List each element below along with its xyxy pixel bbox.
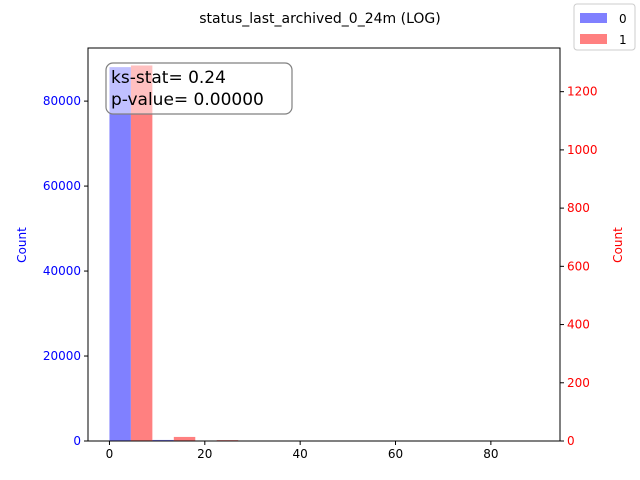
right-tick-label-3: 600 <box>567 259 590 273</box>
stats-box <box>105 62 293 115</box>
bar-series-0-bin-0 <box>109 67 131 441</box>
left-axis: 0 20000 40000 60000 80000 <box>43 94 88 448</box>
left-axis-label: Count <box>15 227 29 263</box>
x-tick-label-3: 60 <box>388 447 403 461</box>
left-tick-label-0: 0 <box>73 434 81 448</box>
chart-title: status_last_archived_0_24m (LOG) <box>199 11 440 27</box>
right-tick-label-2: 400 <box>567 318 590 332</box>
bar-series-1-bin-0 <box>130 65 153 441</box>
left-tick-label-3: 60000 <box>43 179 81 193</box>
plot-frame <box>87 47 561 442</box>
x-tick-label-0: 0 <box>106 447 114 461</box>
legend: 0 1 <box>573 3 636 51</box>
right-tick-label-0: 0 <box>567 434 575 448</box>
stats-annotation: ks-stat= 0.24 p-value= 0.00000 <box>105 62 293 115</box>
legend-swatch-0 <box>580 13 607 23</box>
right-tick-label-4: 800 <box>567 201 590 215</box>
p-value-text: p-value= 0.00000 <box>111 90 264 110</box>
right-tick-label-6: 1200 <box>567 85 598 99</box>
left-tick-label-1: 20000 <box>43 349 81 363</box>
bar-series-1-bin-1 <box>173 436 196 441</box>
right-axis-label: Count <box>611 227 625 263</box>
bars-group <box>109 65 518 441</box>
ks-stat-text: ks-stat= 0.24 <box>111 68 226 88</box>
legend-label-0: 0 <box>619 12 627 26</box>
x-axis: 0 20 40 60 80 <box>106 441 499 461</box>
left-tick-label-2: 40000 <box>43 264 81 278</box>
legend-label-1: 1 <box>619 33 627 47</box>
x-tick-label-4: 80 <box>483 447 498 461</box>
legend-swatch-1 <box>580 34 607 44</box>
x-tick-label-1: 20 <box>197 447 212 461</box>
right-tick-label-1: 200 <box>567 376 590 390</box>
left-tick-label-4: 80000 <box>43 94 81 108</box>
x-tick-label-2: 40 <box>293 447 308 461</box>
right-axis: 0 200 400 600 800 1000 1200 <box>560 85 598 448</box>
right-tick-label-5: 1000 <box>567 143 598 157</box>
bar-series-0-bin-1 <box>152 439 174 441</box>
